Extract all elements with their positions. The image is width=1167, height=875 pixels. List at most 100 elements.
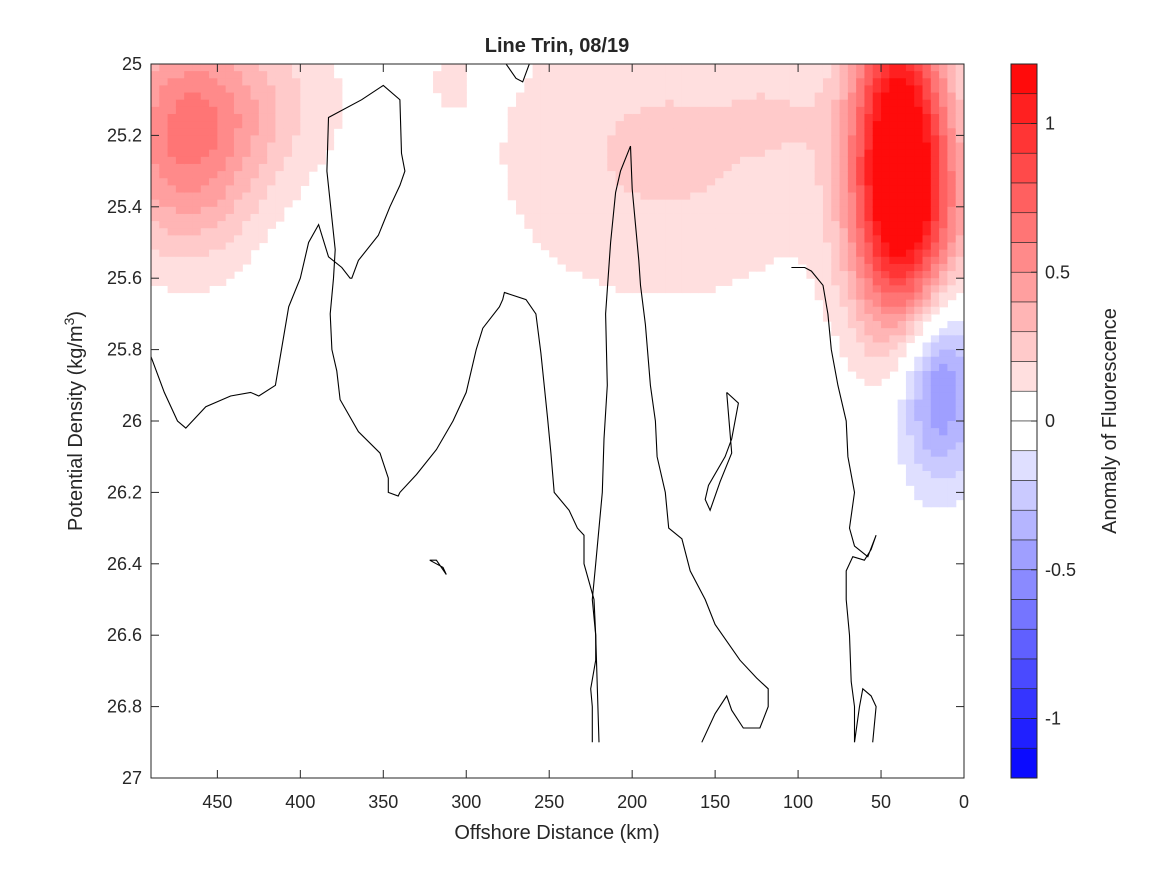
anomaly-cell <box>184 171 194 179</box>
anomaly-cell <box>308 142 318 151</box>
anomaly-cell <box>773 185 783 194</box>
anomaly-cell <box>582 156 592 165</box>
anomaly-cell <box>897 313 907 322</box>
anomaly-cell <box>814 271 824 279</box>
anomaly-cell <box>582 249 592 258</box>
anomaly-cell <box>217 271 227 279</box>
anomaly-cell <box>184 228 194 236</box>
anomaly-cell <box>789 99 799 108</box>
colorbar-cell <box>1010 539 1038 571</box>
anomaly-cell <box>565 178 575 186</box>
anomaly-cell <box>856 228 866 236</box>
anomaly-cell <box>864 228 874 236</box>
x-tick-label: 250 <box>534 792 564 812</box>
anomaly-cell <box>225 142 235 151</box>
anomaly-cell <box>773 92 783 101</box>
anomaly-cell <box>847 156 857 165</box>
anomaly-cell <box>889 128 899 136</box>
anomaly-cell <box>764 71 774 79</box>
anomaly-cell <box>673 206 683 215</box>
anomaly-cell <box>175 249 185 258</box>
anomaly-cell <box>648 178 658 186</box>
anomaly-cell <box>889 256 899 265</box>
anomaly-cell <box>822 149 832 158</box>
anomaly-cell <box>731 156 741 165</box>
anomaly-cell <box>665 78 675 87</box>
anomaly-cell <box>798 92 807 101</box>
anomaly-cell <box>632 135 642 144</box>
anomaly-cell <box>773 149 783 158</box>
anomaly-cell <box>955 492 964 501</box>
anomaly-cell <box>905 399 915 408</box>
anomaly-cell <box>781 142 791 151</box>
anomaly-cell <box>159 135 169 144</box>
anomaly-cell <box>681 71 691 79</box>
anomaly-cell <box>698 242 708 251</box>
anomaly-cell <box>657 78 666 87</box>
anomaly-cell <box>665 85 675 94</box>
anomaly-cell <box>723 199 733 208</box>
anomaly-cell <box>831 299 841 308</box>
anomaly-cell <box>781 221 791 229</box>
anomaly-cell <box>665 206 675 215</box>
anomaly-cell <box>283 178 293 186</box>
anomaly-cell <box>789 92 799 101</box>
anomaly-cell <box>706 192 716 201</box>
anomaly-cell <box>864 328 874 336</box>
anomaly-cell <box>955 242 964 251</box>
anomaly-cell <box>657 178 666 186</box>
anomaly-cell <box>540 163 550 172</box>
anomaly-cell <box>308 64 318 72</box>
anomaly-cell <box>881 242 890 251</box>
anomaly-cell <box>715 99 725 108</box>
anomaly-cell <box>847 285 857 294</box>
anomaly-cell <box>930 499 940 508</box>
anomaly-cell <box>623 156 633 165</box>
anomaly-cell <box>939 271 949 279</box>
anomaly-cell <box>872 263 882 272</box>
anomaly-cell <box>781 64 791 72</box>
anomaly-cell <box>300 128 310 136</box>
anomaly-cell <box>806 99 816 108</box>
anomaly-cell <box>889 335 899 344</box>
anomaly-cell <box>922 192 932 201</box>
anomaly-cell <box>764 256 774 265</box>
anomaly-cell <box>914 385 924 394</box>
anomaly-cell <box>648 285 658 294</box>
anomaly-cell <box>831 92 841 101</box>
anomaly-cell <box>723 178 733 186</box>
anomaly-cell <box>856 363 866 372</box>
anomaly-cell <box>930 392 940 401</box>
anomaly-cell <box>781 213 791 222</box>
anomaly-cell <box>798 249 807 258</box>
anomaly-cell <box>316 64 326 72</box>
anomaly-cell <box>292 128 301 136</box>
anomaly-cell <box>930 278 940 286</box>
anomaly-cell <box>939 456 949 465</box>
anomaly-cell <box>209 64 218 72</box>
anomaly-cell <box>192 142 202 151</box>
anomaly-cell <box>789 149 799 158</box>
anomaly-cell <box>167 121 177 129</box>
anomaly-cell <box>914 278 924 286</box>
anomaly-cell <box>698 156 708 165</box>
anomaly-cell <box>706 142 716 151</box>
anomaly-cell <box>814 92 824 101</box>
anomaly-cell <box>914 142 924 151</box>
anomaly-cell <box>773 163 783 172</box>
anomaly-cell <box>151 206 160 215</box>
anomaly-cell <box>814 149 824 158</box>
anomaly-cell <box>574 135 583 144</box>
anomaly-cell <box>623 135 633 144</box>
anomaly-cell <box>740 199 749 208</box>
anomaly-cell <box>806 106 816 115</box>
anomaly-cell <box>217 85 227 94</box>
anomaly-cell <box>930 463 940 472</box>
anomaly-cell <box>598 263 608 272</box>
anomaly-cell <box>607 185 617 194</box>
anomaly-cell <box>872 78 882 87</box>
anomaly-cell <box>814 221 824 229</box>
anomaly-cell <box>839 256 849 265</box>
anomaly-cell <box>939 413 949 422</box>
anomaly-cell <box>582 163 592 172</box>
